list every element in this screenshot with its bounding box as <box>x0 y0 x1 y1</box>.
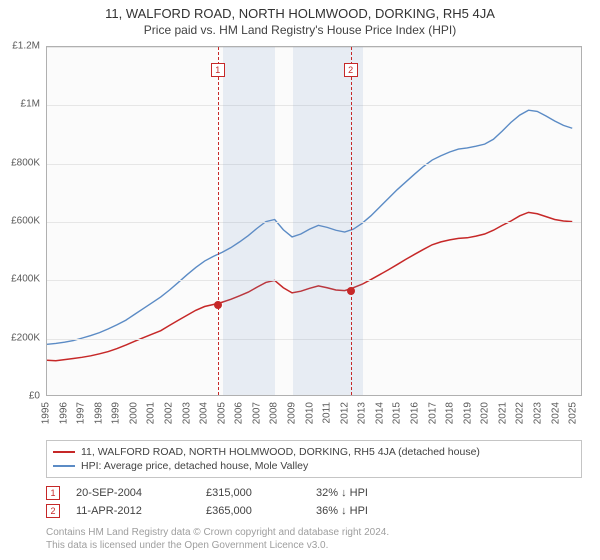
legend-swatch <box>53 451 75 453</box>
legend-swatch <box>53 465 75 467</box>
x-tick-label: 2001 <box>146 402 157 424</box>
x-tick-label: 2013 <box>357 402 368 424</box>
x-tick-label: 2003 <box>181 402 192 424</box>
x-tick-label: 2017 <box>427 402 438 424</box>
y-tick-label: £800K <box>11 157 40 168</box>
sale-dot <box>214 301 222 309</box>
y-tick-label: £600K <box>11 216 40 227</box>
legend-item: 11, WALFORD ROAD, NORTH HOLMWOOD, DORKIN… <box>53 445 575 459</box>
legend-label: 11, WALFORD ROAD, NORTH HOLMWOOD, DORKIN… <box>81 446 480 458</box>
recession-band <box>223 47 276 395</box>
chart-title: 11, WALFORD ROAD, NORTH HOLMWOOD, DORKIN… <box>0 0 600 21</box>
x-tick-label: 2014 <box>374 402 385 424</box>
sale-pct: 32% ↓ HPI <box>316 487 476 499</box>
license-text: Contains HM Land Registry data © Crown c… <box>46 526 389 552</box>
y-tick-label: £400K <box>11 274 40 285</box>
x-tick-label: 1999 <box>111 402 122 424</box>
x-axis: 1995199619971998199920002001200220032004… <box>46 398 582 440</box>
x-tick-label: 2012 <box>339 402 350 424</box>
x-tick-label: 2006 <box>234 402 245 424</box>
sale-date: 20-SEP-2004 <box>76 487 206 499</box>
x-tick-label: 2010 <box>304 402 315 424</box>
x-tick-label: 1997 <box>76 402 87 424</box>
x-tick-label: 2021 <box>497 402 508 424</box>
x-tick-label: 2011 <box>322 402 333 424</box>
sale-row: 2 11-APR-2012£365,00036% ↓ HPI <box>46 502 582 520</box>
x-tick-label: 2000 <box>128 402 139 424</box>
x-tick-label: 2005 <box>216 402 227 424</box>
x-tick-label: 2008 <box>269 402 280 424</box>
sale-event-line <box>351 47 352 395</box>
y-tick-label: £0 <box>29 391 40 402</box>
license-line1: Contains HM Land Registry data © Crown c… <box>46 526 389 539</box>
sale-event-marker: 1 <box>211 63 225 77</box>
x-tick-label: 2024 <box>550 402 561 424</box>
y-axis: £0£200K£400K£600K£800K£1M£1.2M <box>0 46 44 396</box>
recession-band <box>293 47 363 395</box>
legend-item: HPI: Average price, detached house, Mole… <box>53 459 575 473</box>
y-tick-label: £1.2M <box>12 41 40 52</box>
x-tick-label: 2020 <box>480 402 491 424</box>
x-tick-label: 2019 <box>462 402 473 424</box>
sale-dot <box>347 287 355 295</box>
x-tick-label: 2002 <box>164 402 175 424</box>
sale-row: 1 20-SEP-2004£315,00032% ↓ HPI <box>46 484 582 502</box>
x-tick-label: 1998 <box>93 402 104 424</box>
y-tick-label: £200K <box>11 332 40 343</box>
x-tick-label: 1995 <box>41 402 52 424</box>
x-tick-label: 2004 <box>199 402 210 424</box>
license-line2: This data is licensed under the Open Gov… <box>46 539 389 552</box>
sale-marker-badge: 1 <box>46 486 60 500</box>
x-tick-label: 2007 <box>251 402 262 424</box>
sale-date: 11-APR-2012 <box>76 505 206 517</box>
x-tick-label: 1996 <box>58 402 69 424</box>
x-tick-label: 2016 <box>410 402 421 424</box>
sale-marker-badge: 2 <box>46 504 60 518</box>
x-tick-label: 2015 <box>392 402 403 424</box>
chart-subtitle: Price paid vs. HM Land Registry's House … <box>0 21 600 41</box>
chart-legend: 11, WALFORD ROAD, NORTH HOLMWOOD, DORKIN… <box>46 440 582 478</box>
legend-label: HPI: Average price, detached house, Mole… <box>81 460 308 472</box>
sale-price: £365,000 <box>206 505 316 517</box>
y-tick-label: £1M <box>21 99 40 110</box>
sale-event-line <box>218 47 219 395</box>
x-tick-label: 2023 <box>533 402 544 424</box>
sale-table: 1 20-SEP-2004£315,00032% ↓ HPI 2 11-APR-201… <box>46 484 582 520</box>
sale-event-marker: 2 <box>344 63 358 77</box>
x-tick-label: 2022 <box>515 402 526 424</box>
x-tick-label: 2009 <box>287 402 298 424</box>
sale-pct: 36% ↓ HPI <box>316 505 476 517</box>
x-tick-label: 2018 <box>445 402 456 424</box>
x-tick-label: 2025 <box>568 402 579 424</box>
chart-plot-area: 12 <box>46 46 582 396</box>
sale-price: £315,000 <box>206 487 316 499</box>
